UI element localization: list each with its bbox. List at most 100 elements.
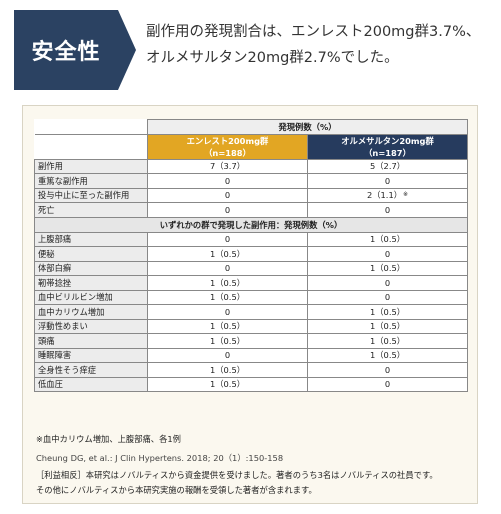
table-row: 便秘 1（0.5） 0 (34, 246, 469, 262)
olmesartan-value: 5（2.7） (306, 158, 469, 174)
olmesartan-value: 1（0.5） (306, 347, 469, 363)
header: 安全性 副作用の発現割合は、エンレスト200mg群3.7%、 オルメサルタン20… (0, 0, 501, 92)
olmesartan-value-text: 0 (384, 248, 391, 259)
row-label: 浮動性めまい (34, 318, 148, 334)
olmesartan-value-text: 2（1.1） (366, 190, 403, 201)
table-corner (34, 119, 148, 135)
row-label: 睡眠障害 (34, 347, 148, 363)
olmesartan-value: 0 (306, 173, 469, 189)
olmesartan-value: 1（0.5） (306, 318, 469, 334)
olmesartan-value: 0 (306, 376, 469, 392)
row-label: 便秘 (34, 246, 148, 262)
olmesartan-value: 0 (306, 289, 469, 305)
olmesartan-value-text: 1（0.5） (369, 263, 406, 274)
olmesartan-value-text: 1（0.5） (369, 321, 406, 332)
badge-label: 安全性 (31, 40, 101, 65)
row-label: 死亡 (34, 202, 148, 218)
row-label: 重篤な副作用 (34, 173, 148, 189)
table-row: 睡眠障害 0 1（0.5） (34, 347, 469, 363)
olmesartan-value: 1（0.5） (306, 231, 469, 247)
table-corner-2 (34, 134, 148, 160)
citation: Cheung DG, et al.: J Clin Hypertens. 201… (36, 453, 284, 463)
table-row: 体部白癬 0 1（0.5） (34, 260, 469, 276)
olmesartan-value: 0 (306, 202, 469, 218)
entresto-value: 1（0.5） (147, 376, 308, 392)
entresto-value: 1（0.5） (147, 318, 308, 334)
table-row: 重篤な副作用 0 0 (34, 173, 469, 189)
olmesartan-value-text: 0 (384, 379, 391, 390)
entresto-value: 0 (147, 202, 308, 218)
olmesartan-value-text: 0 (384, 204, 391, 215)
olmesartan-value-text: 1（0.5） (369, 306, 406, 317)
table-row: 頭痛 1（0.5） 1（0.5） (34, 333, 469, 349)
footnote: ※血中カリウム増加、上腹部痛、各1例 (36, 434, 181, 444)
row-label: 体部白癬 (34, 260, 148, 276)
olmesartan-value: 0 (306, 362, 469, 378)
results-panel: 発現例数（%） エンレスト200mg群 （n=188） オルメサルタン20mg群… (22, 105, 478, 504)
table-row: 血中カリウム増加 0 1（0.5） (34, 304, 469, 320)
olmesartan-value: 1（0.5） (306, 333, 469, 349)
detail-rows: 上腹部痛 0 1（0.5） 便秘 1（0.5） 0 体部白癬 0 1（0.5） 靭帯捻挫 1（0.5… (34, 231, 469, 392)
row-label: 靭帯捻挫 (34, 275, 148, 291)
headline-line-2: オルメサルタン20mg群2.7%でした。 (146, 50, 399, 66)
summary-rows: 副作用 7（3.7） 5（2.7） 重篤な副作用 0 0 投与中止に至った副作用 0 2（1.1… (34, 158, 469, 218)
row-label: 低血圧 (34, 376, 148, 392)
olmesartan-value: 1（0.5） (306, 260, 469, 276)
column-a-n: （n=188） (204, 147, 251, 158)
adverse-events-table: 発現例数（%） エンレスト200mg群 （n=188） オルメサルタン20mg群… (33, 119, 469, 392)
olmesartan-value: 0 (306, 246, 469, 262)
column-b-name: オルメサルタン20mg群 (341, 135, 434, 146)
safety-badge: 安全性 (14, 10, 136, 90)
table-column-header-row: エンレスト200mg群 （n=188） オルメサルタン20mg群 （n=187） (34, 133, 469, 160)
column-header-entresto: エンレスト200mg群 （n=188） (147, 133, 308, 160)
row-label: 投与中止に至った副作用 (34, 187, 148, 203)
footnote-mark: ※ (403, 191, 409, 199)
olmesartan-value: 0 (306, 275, 469, 291)
entresto-value: 0 (147, 231, 308, 247)
row-label: 上腹部痛 (34, 231, 148, 247)
row-label: 全身性そう痒症 (34, 362, 148, 378)
table-row: 血中ビリルビン増加 1（0.5） 0 (34, 289, 469, 305)
entresto-value: 1（0.5） (147, 362, 308, 378)
disclosure-line-1: ［利益相反］本研究はノバルティスから資金提供を受けました。著者のうち3名はノバル… (36, 470, 438, 480)
table-row: 上腹部痛 0 1（0.5） (34, 231, 469, 247)
olmesartan-value-text: 5（2.7） (369, 161, 406, 172)
table-row: 死亡 0 0 (34, 202, 469, 218)
row-label: 血中カリウム増加 (34, 304, 148, 320)
column-a-name: エンレスト200mg群 (186, 135, 269, 146)
olmesartan-value-text: 0 (384, 277, 391, 288)
conflict-of-interest-disclosure: ［利益相反］本研究はノバルティスから資金提供を受けました。著者のうち3名はノバル… (36, 468, 472, 498)
disclosure-line-2: その他にノバルティスから本研究実施の報酬を受領した著者が含まれます。 (36, 485, 317, 495)
section-header-row: いずれかの群で発現した副作用：発現例数（%） (33, 216, 469, 233)
table-row: 低血圧 1（0.5） 0 (34, 376, 469, 392)
entresto-value: 7（3.7） (147, 158, 308, 174)
entresto-value: 0 (147, 187, 308, 203)
entresto-value: 1（0.5） (147, 246, 308, 262)
entresto-value: 0 (147, 304, 308, 320)
table-row: 投与中止に至った副作用 0 2（1.1）※ (34, 187, 469, 203)
row-label: 副作用 (34, 158, 148, 174)
olmesartan-value-text: 1（0.5） (369, 335, 406, 346)
olmesartan-value-text: 0 (384, 364, 391, 375)
table-row: 浮動性めまい 1（0.5） 1（0.5） (34, 318, 469, 334)
olmesartan-value-text: 1（0.5） (369, 350, 406, 361)
olmesartan-value: 1（0.5） (306, 304, 469, 320)
table-row: 靭帯捻挫 1（0.5） 0 (34, 275, 469, 291)
badge-arrow-shape (14, 10, 136, 90)
group-header: 発現例数（%） (146, 119, 469, 135)
olmesartan-value-text: 0 (384, 292, 391, 303)
entresto-value: 0 (147, 347, 308, 363)
headline-line-1: 副作用の発現割合は、エンレスト200mg群3.7%、 (146, 24, 481, 40)
section-header: いずれかの群で発現した副作用：発現例数（%） (33, 216, 469, 233)
olmesartan-value-text: 1（0.5） (369, 234, 406, 245)
table-row: 副作用 7（3.7） 5（2.7） (34, 158, 469, 174)
table-row: 全身性そう痒症 1（0.5） 0 (34, 362, 469, 378)
table-group-header-row: 発現例数（%） (34, 119, 469, 135)
column-header-olmesartan: オルメサルタン20mg群 （n=187） (306, 133, 469, 160)
entresto-value: 1（0.5） (147, 275, 308, 291)
entresto-value: 0 (147, 173, 308, 189)
headline: 副作用の発現割合は、エンレスト200mg群3.7%、 オルメサルタン20mg群2… (146, 19, 496, 71)
row-label: 頭痛 (34, 333, 148, 349)
entresto-value: 1（0.5） (147, 289, 308, 305)
entresto-value: 1（0.5） (147, 333, 308, 349)
